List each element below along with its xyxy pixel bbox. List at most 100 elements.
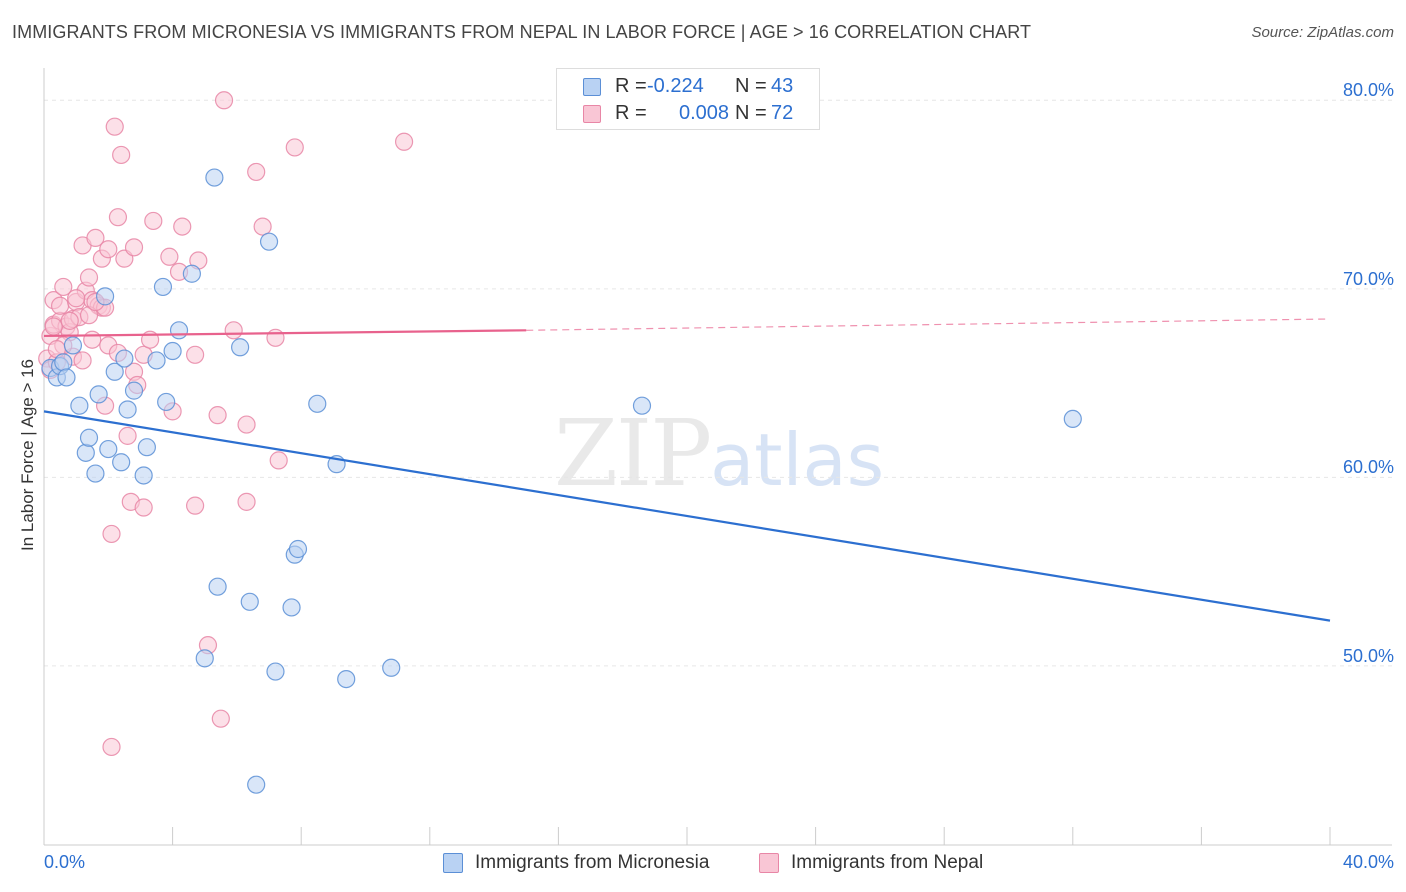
nepal-point [208,406,227,425]
micronesia-point [137,438,156,457]
y-tick-label: 50.0% [1342,645,1394,666]
micronesia-point [124,381,144,400]
nepal-point [237,492,256,511]
nepal-point [214,91,234,110]
nepal-point [73,351,92,370]
source-label: Source: ZipAtlas.com [1251,24,1394,41]
nepal-trend-extension [526,318,1331,331]
nepal-point [285,138,304,157]
micronesia-point [105,362,124,381]
nepal-point [83,330,102,349]
nepal-point [67,289,86,308]
micronesia-point [182,264,201,283]
micronesia-point [240,592,259,611]
nepal-point [124,238,144,257]
nepal-point [105,117,124,136]
micronesia-point [57,368,76,387]
nepal-point [186,496,205,515]
nepal-point [102,524,121,544]
micronesia-swatch [583,78,601,96]
y-tick-label: 80.0% [1342,80,1394,101]
chart-title: IMMIGRANTS FROM MICRONESIA VS IMMIGRANTS… [12,22,1032,42]
y-tick-label: 60.0% [1342,457,1394,478]
nepal-point [186,345,205,364]
nepal-swatch [583,105,601,123]
micronesia-point [259,232,279,251]
x-tick-label-max: 40.0% [1342,852,1394,872]
nepal-point [134,498,153,517]
r-label: R = [615,75,647,97]
n-label: N = [735,102,767,124]
grid-layer [44,99,1392,667]
micronesia-point [1063,409,1082,429]
nepal-legend-swatch [759,853,779,873]
n-value: 43 [771,75,794,97]
nepal-point [144,211,163,231]
micronesia-point [70,396,89,415]
micronesia-point [115,349,134,368]
x-tick-label-min: 0.0% [44,852,86,872]
nepal-point [79,268,99,287]
micronesia-point [153,277,173,297]
trend-layer [43,318,1331,622]
micronesia-point [63,336,83,355]
legend-label: Immigrants from Nepal [791,852,984,873]
nepal-point [112,145,131,165]
micronesia-legend-swatch [443,853,463,873]
nepal-point [394,132,414,151]
axis-layer [43,68,1392,846]
nepal-point [54,277,73,297]
nepal-point [118,426,137,445]
points-layer [38,91,1082,794]
micronesia-point [208,577,227,596]
y-tick-label: 70.0% [1342,268,1394,289]
nepal-point [269,451,288,470]
n-label: N = [735,75,767,97]
micronesia-point [86,464,105,483]
micronesia-point [134,466,153,485]
micronesia-point [288,539,308,559]
watermark-zip: ZIP [554,400,712,507]
nepal-point [253,217,272,236]
nepal-point [173,217,192,236]
micronesia-point [266,662,285,681]
nepal-trend-line [43,329,527,338]
micronesia-point [118,400,137,419]
micronesia-point [382,658,401,677]
r-value: -0.224 [647,75,704,97]
micronesia-trend-line [43,410,1331,622]
micronesia-point [169,321,189,340]
nepal-point [160,247,179,266]
micronesia-point [76,443,95,462]
micronesia-point [163,341,182,361]
micronesia-point [308,394,327,413]
micronesia-point [147,351,166,370]
micronesia-point [632,396,652,415]
r-value: 0.008 [679,102,730,124]
micronesia-point [231,338,250,357]
micronesia-point [337,669,356,689]
y-axis-label: In Labor Force | Age > 16 [18,358,37,552]
r-label: R = [615,102,647,124]
micronesia-point [195,649,214,668]
micronesia-point [99,439,118,459]
nepal-point [102,737,121,757]
micronesia-point [247,775,266,794]
nepal-point [266,328,285,347]
nepal-point [44,317,63,336]
legend-label: Immigrants from Micronesia [475,852,710,873]
nepal-point [108,208,128,227]
micronesia-point [282,598,301,617]
nepal-point [50,296,70,315]
nepal-point [211,709,230,728]
nepal-point [60,311,79,330]
nepal-point [237,415,256,434]
micronesia-point [79,428,99,447]
micronesia-point [205,168,224,187]
micronesia-point [89,385,108,404]
micronesia-point [54,353,73,372]
nepal-point [99,240,118,259]
stats-legend: R = -0.224 N = 43 R = 0.008 N = 72 [556,68,820,130]
watermark: ZIPatlas [554,400,884,507]
